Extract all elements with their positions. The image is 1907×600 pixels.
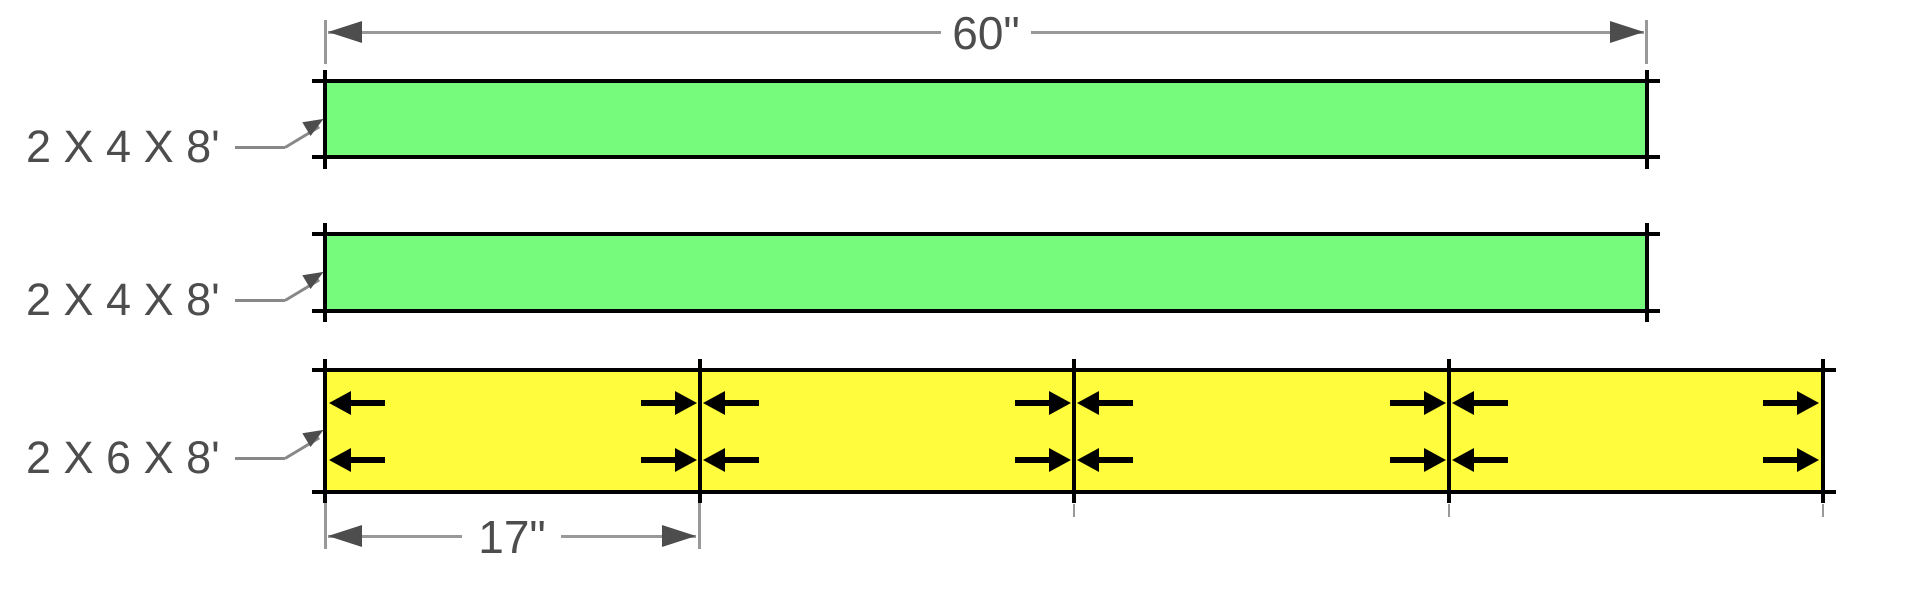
cut-arrow-shaft (723, 400, 759, 406)
cut-arrow-icon (703, 448, 725, 472)
cut-line (1447, 359, 1451, 503)
dimension-arrow-right-icon (662, 525, 696, 547)
cut-arrow-icon (1049, 391, 1071, 415)
cut-arrow-shaft (723, 457, 759, 463)
board-3-edge-right (1821, 359, 1825, 503)
cut-arrow-shaft (1763, 457, 1799, 463)
cut-arrow-shaft (1015, 400, 1051, 406)
cut-arrow-shaft (1015, 457, 1051, 463)
board-2-edge-left (323, 223, 327, 322)
bottom-dimension-extension-right (698, 503, 701, 549)
cut-arrow-shaft (1472, 400, 1508, 406)
board-1-label: 2 X 4 X 8' (26, 121, 220, 172)
board-2-leader-line (235, 299, 285, 302)
cut-arrow-shaft (1763, 400, 1799, 406)
cut-arrow-shaft (1097, 400, 1133, 406)
board-1-fill (325, 81, 1647, 157)
cut-arrow-icon (1797, 391, 1819, 415)
board-3-edge-left (323, 359, 327, 503)
board-2-edge-top (312, 232, 1660, 236)
cut-witness-stub (1822, 504, 1824, 517)
cut-arrow-shaft (349, 457, 385, 463)
dimension-arrow-right-icon (1610, 21, 1644, 43)
cut-arrow-icon (1797, 448, 1819, 472)
cut-arrow-shaft (349, 400, 385, 406)
board-1-edge-top (312, 79, 1660, 83)
board-2-fill (325, 234, 1647, 310)
cut-arrow-icon (329, 391, 351, 415)
cut-arrow-icon (1424, 448, 1446, 472)
top-dimension-line-left (328, 31, 941, 34)
board-2-label: 2 X 4 X 8' (26, 274, 220, 325)
cut-arrow-icon (1049, 448, 1071, 472)
dimension-arrow-left-icon (328, 21, 362, 43)
bottom-dimension-line-left (328, 535, 462, 538)
cut-arrow-icon (1077, 391, 1099, 415)
cut-arrow-icon (1077, 448, 1099, 472)
cut-line (1072, 359, 1076, 503)
cut-line (698, 359, 702, 503)
cut-arrow-icon (329, 448, 351, 472)
cut-witness-stub (1073, 504, 1075, 517)
top-dimension-extension-left (324, 20, 327, 64)
cut-arrow-icon (675, 448, 697, 472)
board-1-leader-line (235, 146, 285, 149)
board-2-edge-right (1645, 223, 1649, 322)
bottom-dimension-line-right (561, 535, 696, 538)
cut-arrow-icon (1452, 448, 1474, 472)
board-1-edge-bottom (312, 155, 1660, 159)
cut-witness-stub (1448, 504, 1450, 517)
cut-arrow-icon (675, 391, 697, 415)
cut-arrow-shaft (641, 400, 677, 406)
board-3-leader-line (235, 457, 285, 460)
cut-arrow-shaft (1390, 400, 1426, 406)
cut-arrow-shaft (1097, 457, 1133, 463)
bottom-dimension-extension-left (324, 503, 327, 549)
top-dimension-extension-right (1645, 20, 1648, 64)
cut-arrow-shaft (1472, 457, 1508, 463)
cut-arrow-icon (1424, 391, 1446, 415)
cut-arrow-icon (1452, 391, 1474, 415)
top-dimension-label: 60" (952, 7, 1020, 59)
board-1-edge-right (1645, 70, 1649, 169)
dimension-arrow-left-icon (328, 525, 362, 547)
board-3-label: 2 X 6 X 8' (26, 432, 220, 483)
cut-arrow-shaft (641, 457, 677, 463)
cut-arrow-icon (703, 391, 725, 415)
board-2-edge-bottom (312, 309, 1660, 313)
bottom-dimension-label: 17" (478, 511, 546, 563)
top-dimension-line-right (1031, 31, 1644, 34)
board-1-edge-left (323, 70, 327, 169)
cut-arrow-shaft (1390, 457, 1426, 463)
